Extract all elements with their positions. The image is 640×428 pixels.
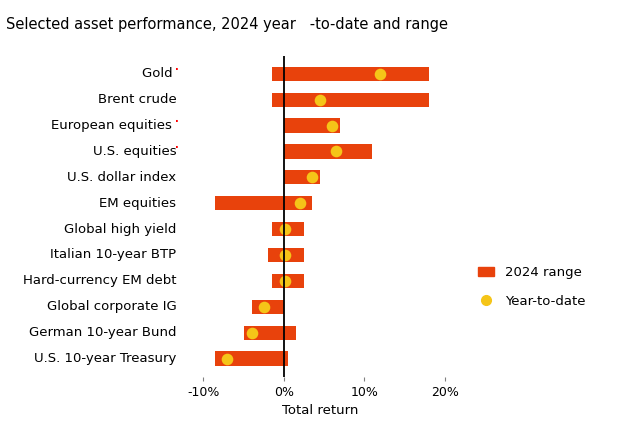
Point	[331, 148, 341, 155]
Text: Italian 10-year BTP: Italian 10-year BTP	[51, 249, 177, 262]
Point	[280, 226, 291, 232]
Bar	[272, 274, 304, 288]
Point	[315, 96, 325, 103]
Point	[222, 355, 232, 362]
X-axis label: Total return: Total return	[282, 404, 358, 417]
Point	[307, 174, 317, 181]
Text: German 10-year Bund: German 10-year Bund	[29, 326, 177, 339]
Bar	[272, 222, 304, 236]
Text: U.S. 10-year Treasury: U.S. 10-year Treasury	[34, 352, 177, 365]
Text: Global high yield: Global high yield	[64, 223, 177, 235]
Text: ·: ·	[175, 143, 179, 152]
Point	[246, 329, 257, 336]
Text: European equities: European equities	[51, 119, 177, 132]
Text: EM equities: EM equities	[99, 197, 177, 210]
Text: Global corporate IG: Global corporate IG	[47, 300, 177, 313]
Legend: 2024 range, Year-to-date: 2024 range, Year-to-date	[473, 261, 591, 313]
Point	[280, 277, 291, 284]
Point	[327, 122, 337, 129]
Text: ·: ·	[175, 117, 179, 127]
Bar	[284, 170, 320, 184]
Point	[259, 303, 269, 310]
Bar	[284, 144, 372, 158]
Bar	[284, 119, 340, 133]
Bar	[268, 248, 304, 262]
Bar	[244, 326, 296, 340]
Bar	[272, 92, 429, 107]
Bar	[216, 351, 288, 366]
Bar	[252, 300, 284, 314]
Text: Gold: Gold	[141, 67, 177, 80]
Text: U.S. equities: U.S. equities	[93, 145, 177, 158]
Text: Hard-currency EM debt: Hard-currency EM debt	[23, 274, 177, 287]
Text: Selected asset performance, 2024 year   -to-date and range: Selected asset performance, 2024 year -t…	[6, 17, 449, 32]
Point	[375, 70, 385, 77]
Text: ·: ·	[175, 65, 179, 75]
Point	[295, 200, 305, 207]
Bar	[216, 196, 312, 210]
Point	[280, 252, 291, 259]
Text: Brent crude: Brent crude	[98, 93, 177, 106]
Bar	[272, 67, 429, 81]
Text: U.S. dollar index: U.S. dollar index	[67, 171, 177, 184]
